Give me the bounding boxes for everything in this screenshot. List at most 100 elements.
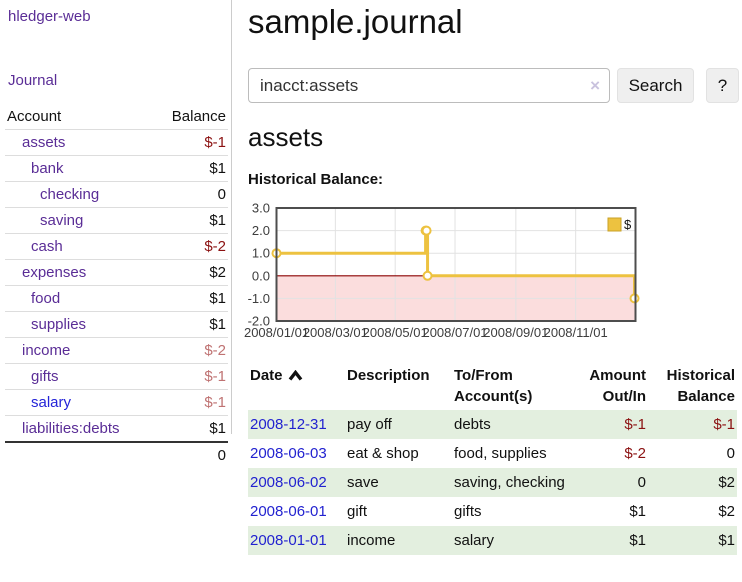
sidebar-account-link[interactable]: liabilities:debts [22, 420, 120, 437]
transaction-description: income [347, 532, 396, 549]
transaction-accounts: salary [454, 532, 495, 549]
search-row: × Search ? [248, 68, 739, 103]
sidebar-account-link[interactable]: checking [40, 186, 100, 203]
register-row: 2008-01-01 income salary $1 $1 [248, 526, 737, 555]
transaction-amount: 0 [637, 474, 646, 491]
help-button[interactable]: ? [706, 68, 739, 103]
register-col-balance: Historical Balance [666, 367, 735, 405]
sidebar-item-journal[interactable]: Journal [8, 72, 58, 89]
register-row: 2008-12-31 pay off debts $-1 $-1 [248, 410, 737, 439]
transaction-date-link[interactable]: 2008-12-31 [250, 416, 327, 433]
register-body: 2008-12-31 pay off debts $-1 $-1 2008-06-03 ea… [248, 410, 737, 555]
data-point-marker [421, 225, 432, 236]
account-balance: $-1 [204, 368, 226, 385]
account-row: supplies $1 [5, 312, 228, 338]
chart-section-label: Historical Balance: [248, 171, 384, 188]
transaction-date-link[interactable]: 2008-06-03 [250, 445, 327, 462]
account-row: cash $-2 [5, 234, 228, 260]
sidebar-account-link[interactable]: supplies [31, 316, 87, 333]
y-tick-label: 1.0 [252, 246, 270, 261]
account-balance: $-2 [204, 342, 226, 359]
transaction-date-link[interactable]: 2008-06-01 [250, 503, 327, 520]
account-balance: $1 [209, 290, 226, 307]
account-balance: $-2 [204, 238, 226, 255]
x-tick-label: 2008/07/01 [422, 325, 487, 340]
transaction-balance: $2 [718, 474, 735, 491]
account-row: bank $1 [5, 156, 228, 182]
sidebar-account-link[interactable]: food [31, 290, 61, 307]
account-row: income $-2 [5, 338, 228, 364]
accounts-col-account: Account [7, 108, 62, 125]
transaction-amount: $-1 [624, 416, 646, 433]
account-row: food $1 [5, 286, 228, 312]
x-tick-label: 2008/03/01 [303, 325, 368, 340]
transaction-balance: $2 [718, 503, 735, 520]
search-box: × [248, 68, 610, 103]
transaction-description: save [347, 474, 379, 491]
register-header-row: Date Description To/From Account(s) Amou… [248, 363, 737, 410]
register-row: 2008-06-02 save saving, checking 0 $2 [248, 468, 737, 497]
search-input[interactable] [249, 69, 579, 102]
sidebar-account-link[interactable]: salary [31, 394, 72, 411]
register-col-description: Description [347, 367, 430, 384]
accounts-total-value: 0 [217, 447, 226, 464]
x-tick-label: 2008/09/01 [483, 325, 548, 340]
account-row: checking 0 [5, 182, 228, 208]
sidebar-account-link[interactable]: expenses [22, 264, 87, 281]
accounts-header-row: Account Balance [5, 104, 228, 130]
sidebar-account-link[interactable]: bank [31, 160, 64, 177]
transaction-accounts: food, supplies [454, 445, 547, 462]
x-tick-label: 2008/01/01 [244, 325, 309, 340]
y-tick-label: -1.0 [248, 291, 270, 306]
account-balance: $1 [209, 420, 226, 437]
y-tick-label: 3.0 [252, 201, 270, 216]
y-tick-label: 2.0 [252, 223, 270, 238]
transaction-accounts: debts [454, 416, 491, 433]
accounts-total-row: 0 [5, 442, 228, 468]
sidebar-account-link[interactable]: gifts [31, 368, 59, 385]
sidebar-account-link[interactable]: income [22, 342, 71, 359]
account-balance: 0 [217, 186, 226, 203]
account-balance: $1 [209, 316, 226, 333]
historical-balance-chart: $3.0 2.0 1.0 0.0 -1.0 -2.0 2008/01/01 2008/03/0… [244, 201, 658, 346]
register-col-date: Date [248, 363, 345, 410]
sidebar: hledger-web Journal Account Balance asse… [0, 0, 232, 464]
sidebar-account-link[interactable]: cash [31, 238, 63, 255]
legend-swatch [607, 217, 622, 232]
brand-link[interactable]: hledger-web [8, 8, 91, 25]
data-point-marker [422, 270, 433, 281]
transaction-balance: $-1 [713, 416, 735, 433]
account-row: liabilities:debts $1 [5, 416, 228, 442]
search-button[interactable]: Search [617, 68, 694, 103]
account-row: assets $-1 [5, 130, 228, 156]
sidebar-account-link[interactable]: assets [22, 134, 66, 151]
transaction-description: pay off [347, 416, 392, 433]
y-tick-label: 0.0 [252, 268, 270, 283]
account-balance: $1 [209, 212, 226, 229]
transaction-description: gift [347, 503, 368, 520]
transaction-accounts: gifts [454, 503, 482, 520]
plot-border [275, 207, 637, 322]
clear-icon[interactable]: × [590, 76, 600, 95]
accounts-body: assets $-1 bank $1 checking 0 saving $1 cash $-2 e… [5, 130, 228, 469]
account-heading: assets [248, 122, 324, 152]
account-balance: $-1 [204, 394, 226, 411]
account-balance: $1 [209, 160, 226, 177]
transaction-date-link[interactable]: 2008-06-02 [250, 474, 327, 491]
transaction-balance: $1 [718, 532, 735, 549]
register-row: 2008-06-01 gift gifts $1 $2 [248, 497, 737, 526]
register-row: 2008-06-03 eat & shop food, supplies $-2 0 [248, 439, 737, 468]
account-row: salary $-1 [5, 390, 228, 416]
account-row: gifts $-1 [5, 364, 228, 390]
transaction-amount: $-2 [624, 445, 646, 462]
page-title: sample.journal [248, 3, 463, 40]
transaction-balance: 0 [726, 445, 735, 462]
account-row: saving $1 [5, 208, 228, 234]
sidebar-account-link[interactable]: saving [40, 212, 84, 229]
balance-chart-svg: $3.0 2.0 1.0 0.0 -1.0 -2.02008/01/012008/03/0… [244, 201, 640, 340]
accounts-table: Account Balance assets $-1 bank $1 checking 0… [5, 104, 228, 468]
y-tick-label: -2.0 [248, 314, 270, 329]
transaction-date-link[interactable]: 2008-01-01 [250, 532, 327, 549]
accounts-col-balance: Balance [171, 108, 226, 125]
register-col-amount: Amount Out/In [589, 367, 646, 405]
